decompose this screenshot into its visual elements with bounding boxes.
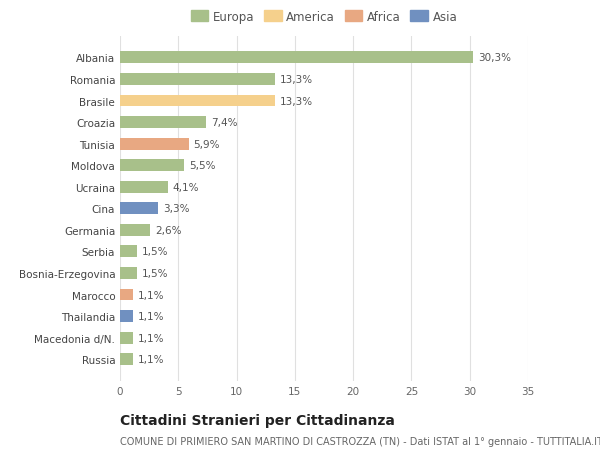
Bar [120,74,275,86]
Text: 1,1%: 1,1% [137,333,164,343]
Legend: Europa, America, Africa, Asia: Europa, America, Africa, Asia [188,8,460,26]
Bar [120,310,133,322]
Bar [120,52,473,64]
Bar [120,353,133,365]
Text: 1,1%: 1,1% [137,290,164,300]
Bar [120,95,275,107]
Bar [120,289,133,301]
Text: 5,5%: 5,5% [189,161,215,171]
Bar [120,160,184,172]
Bar [120,203,158,215]
Text: 1,1%: 1,1% [137,354,164,364]
Text: 3,3%: 3,3% [163,204,190,214]
Bar [120,268,137,279]
Text: 13,3%: 13,3% [280,96,313,106]
Bar [120,246,137,258]
Bar [120,117,206,129]
Text: 7,4%: 7,4% [211,118,238,128]
Bar [120,139,189,150]
Text: 4,1%: 4,1% [172,182,199,192]
Text: 1,5%: 1,5% [142,247,169,257]
Text: 5,9%: 5,9% [193,140,220,149]
Text: 30,3%: 30,3% [478,53,511,63]
Text: 1,1%: 1,1% [137,311,164,321]
Bar [120,224,151,236]
Text: COMUNE DI PRIMIERO SAN MARTINO DI CASTROZZA (TN) - Dati ISTAT al 1° gennaio - TU: COMUNE DI PRIMIERO SAN MARTINO DI CASTRO… [120,436,600,446]
Text: 1,5%: 1,5% [142,269,169,278]
Text: 2,6%: 2,6% [155,225,181,235]
Text: 13,3%: 13,3% [280,75,313,85]
Text: Cittadini Stranieri per Cittadinanza: Cittadini Stranieri per Cittadinanza [120,413,395,427]
Bar [120,332,133,344]
Bar [120,181,168,193]
